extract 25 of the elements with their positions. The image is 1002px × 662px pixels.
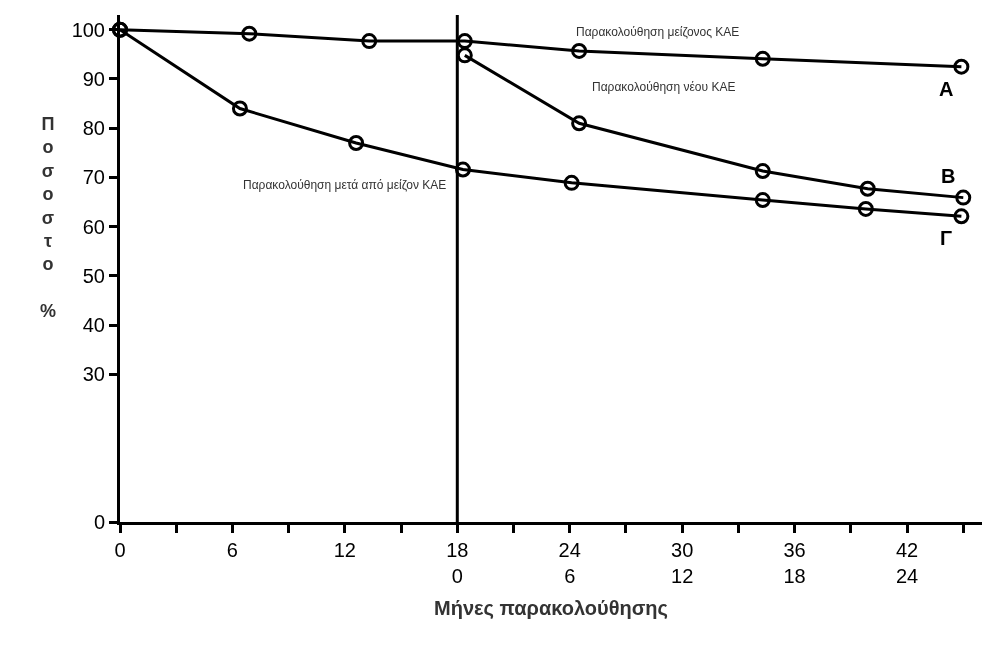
y-tick-label: 60 [82, 215, 105, 238]
x-tick-label: 36 18 [783, 539, 806, 587]
x-tick-label: 24 6 [558, 539, 581, 587]
series-label: Γ [940, 227, 953, 249]
series-label: A [939, 78, 954, 100]
y-tick-label: 90 [82, 67, 105, 90]
series-label: B [941, 165, 956, 187]
y-tick-label: 50 [82, 264, 105, 287]
y-tick-label: 30 [82, 363, 105, 386]
x-axis-title: Μήνες παρακολούθησης [434, 596, 668, 619]
text: Ποσοστο % [40, 114, 57, 322]
x-tick-label: 18 0 [446, 539, 469, 587]
x-tick-label: 42 24 [895, 539, 919, 587]
y-tick-label: 70 [82, 166, 105, 189]
x-tick-label: 12 [333, 539, 356, 561]
annotation: Παρακολούθηση μετά από μείζον ΚΑΕ [243, 178, 447, 192]
y-tick-label: 0 [93, 511, 105, 533]
y-tick-label: 40 [82, 314, 105, 337]
x-tick-label: 30 12 [671, 539, 694, 587]
annotation: Παρακολούθηση νέου ΚΑΕ [592, 80, 736, 94]
x-tick-label: 0 [114, 539, 126, 561]
annotation: Παρακολούθηση μείζονος ΚΑΕ [576, 25, 740, 39]
y-tick-label: 80 [82, 117, 105, 140]
y-tick-label: 100 [71, 18, 105, 41]
x-tick-label: 6 [226, 539, 238, 561]
